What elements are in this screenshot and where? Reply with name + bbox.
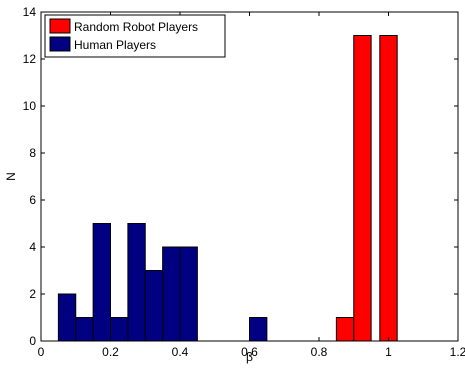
y-axis-label: N [4, 172, 18, 181]
bar-robot-1 [353, 35, 372, 342]
bar-human-1 [75, 317, 94, 342]
y-tick-label: 8 [29, 146, 36, 160]
bar-human-4 [127, 223, 146, 342]
y-tick-label: 10 [23, 99, 37, 113]
y-tick-label: 12 [23, 52, 37, 66]
bar-human-7 [179, 246, 198, 342]
bar-human-3 [110, 317, 129, 342]
y-tick-label: 14 [23, 5, 37, 19]
x-tick-label: 0.6 [241, 345, 258, 359]
x-axis-label: β [246, 350, 253, 364]
bar-robot-2 [379, 35, 398, 342]
bar-robot-0 [335, 317, 355, 342]
legend: Random Robot Players Human Players [44, 14, 226, 58]
y-tick-label: 0 [29, 334, 36, 348]
bar-human-2 [92, 223, 111, 342]
x-tick-label: 0 [38, 345, 45, 359]
x-tick-label: 1.2 [450, 345, 465, 359]
y-tick-label: 6 [29, 193, 36, 207]
legend-swatch-robot [49, 18, 71, 34]
ticks-layer: 0 0.2 0.4 0.6 0.8 1 1.2 0 2 4 6 8 10 12 14 [23, 5, 465, 359]
bar-human-6 [162, 246, 181, 342]
x-tick-label: 0.8 [311, 345, 328, 359]
legend-swatch-human [49, 36, 71, 52]
legend-label-human: Human Players [74, 38, 156, 52]
bar-human-0 [57, 293, 77, 342]
y-tick-label: 4 [29, 240, 36, 254]
legend-box [44, 14, 226, 58]
y-tick-label: 2 [29, 287, 36, 301]
bar-human-5 [144, 270, 164, 342]
bars-layer [57, 35, 398, 342]
legend-label-robot: Random Robot Players [74, 20, 198, 34]
bar-human-8 [249, 317, 268, 342]
x-tick-label: 0.4 [172, 345, 189, 359]
x-tick-label: 1 [385, 345, 392, 359]
x-tick-label: 0.2 [102, 345, 119, 359]
